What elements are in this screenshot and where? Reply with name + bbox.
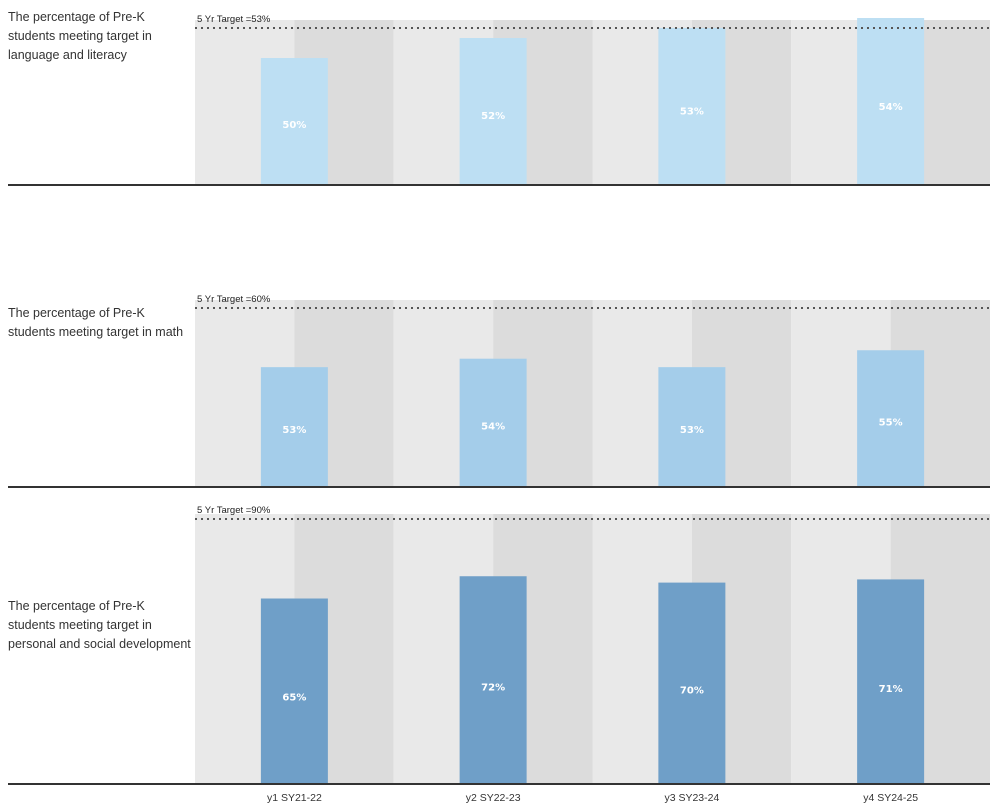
panel-2-bar-1 [260, 367, 328, 487]
row-2-title: The percentage of Pre-K students meeting… [8, 306, 184, 339]
panel-1-bar-3-label: 53% [680, 106, 704, 117]
panel-1-target-label: 5 Yr Target =53% [197, 14, 271, 25]
panel-2-bar-4 [857, 350, 925, 487]
panel-1-bar-1 [260, 58, 328, 185]
panel-3-bar-2 [459, 576, 527, 784]
panel-1-bar-4 [857, 18, 925, 185]
panel-1-bar-1-label: 50% [282, 120, 306, 131]
panel-3-bar-1-label: 65% [282, 693, 306, 704]
panel-2-bar-1-label: 53% [282, 425, 306, 436]
panel-2-bar-4-label: 55% [879, 417, 903, 428]
panel-1-bar-2-label: 52% [481, 111, 505, 122]
panel-2-bar-3 [658, 367, 726, 487]
panel-2-bar-2-label: 54% [481, 421, 505, 432]
panel-2-bar-3-label: 53% [680, 425, 704, 436]
panel-2-target-label: 5 Yr Target =60% [197, 294, 271, 305]
panel-3-bar-3-label: 70% [680, 685, 704, 696]
panel-1-bar-4-label: 54% [879, 102, 903, 113]
x-tick-label-4: y4 SY24-25 [863, 792, 918, 804]
panel-1-bar-3 [658, 28, 726, 185]
panel-3-bar-4 [857, 579, 925, 784]
panel-2-bar-2 [459, 358, 527, 487]
panel-1-bar-2 [459, 38, 527, 185]
panel-3-bar-2-label: 72% [481, 683, 505, 694]
row-1-title: The percentage of Pre-K students meeting… [8, 10, 152, 62]
x-tick-label-2: y2 SY22-23 [466, 792, 521, 804]
panel-3-bar-1 [260, 598, 328, 784]
x-tick-label-3: y3 SY23-24 [664, 792, 719, 804]
row-3-title: The percentage of Pre-K students meeting… [8, 599, 191, 651]
panel-3-target-label: 5 Yr Target =90% [197, 505, 271, 516]
panel-3-bar-3 [658, 582, 726, 784]
x-tick-label-1: y1 SY21-22 [267, 792, 322, 804]
panel-3-bar-4-label: 71% [879, 684, 903, 695]
